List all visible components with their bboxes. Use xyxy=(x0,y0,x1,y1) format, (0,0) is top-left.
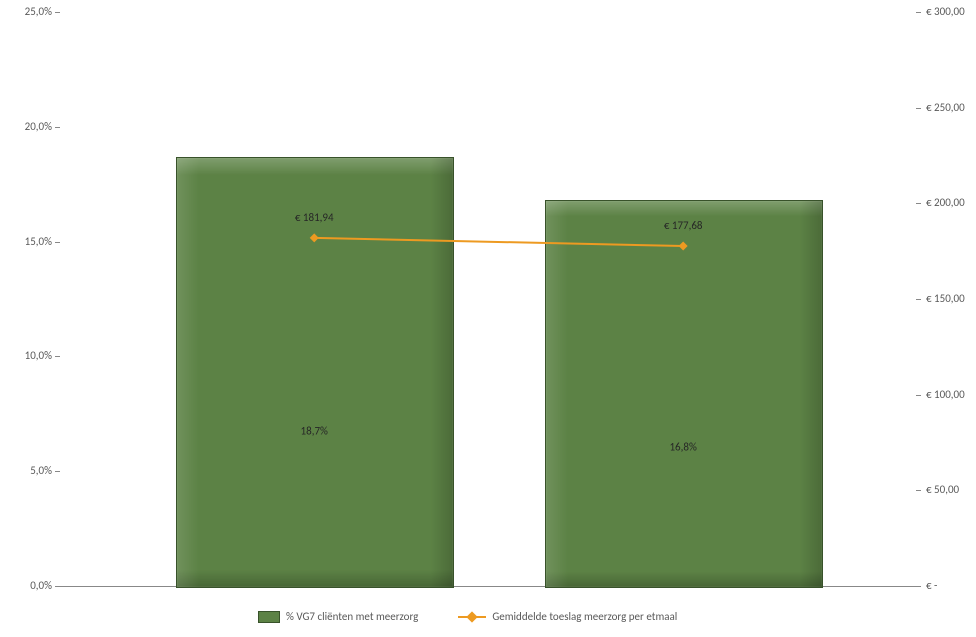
left-axis-tick-label: 10,0% xyxy=(25,349,52,362)
legend: % VG7 cliënten met meerzorg Gemiddelde t… xyxy=(258,610,677,623)
right-axis-tick-label: € 200,00 xyxy=(926,196,965,209)
bar-value-label: 16,8% xyxy=(669,441,696,454)
right-axis-tick-label: € 250,00 xyxy=(926,101,965,114)
bar-swatch-icon xyxy=(258,611,280,623)
combo-chart: 0,0% 5,0% 10,0% 15,0% 20,0% 25,0% € - € 50,00 €… xyxy=(0,0,976,637)
legend-label: Gemiddelde toeslag meerzorg per etmaal xyxy=(492,610,677,623)
line-value-label: € 181,94 xyxy=(295,211,334,224)
bar xyxy=(545,200,823,588)
right-axis-tick-label: € 100,00 xyxy=(926,388,965,401)
left-axis-tick-label: 0,0% xyxy=(30,579,52,592)
left-axis-tick-label: 5,0% xyxy=(30,464,52,477)
line-value-label: € 177,68 xyxy=(664,219,703,232)
left-axis-tick-label: 25,0% xyxy=(25,5,52,18)
right-axis-tick-label: € - xyxy=(926,579,937,592)
bar-value-label: 18,7% xyxy=(301,425,328,438)
line-swatch-icon xyxy=(458,612,486,622)
legend-label: % VG7 cliënten met meerzorg xyxy=(286,610,418,623)
right-axis-tick-label: € 50,00 xyxy=(926,483,959,496)
left-axis-tick-label: 20,0% xyxy=(25,120,52,133)
legend-item-bars: % VG7 cliënten met meerzorg xyxy=(258,610,418,623)
right-axis-tick-label: € 150,00 xyxy=(926,292,965,305)
legend-item-line: Gemiddelde toeslag meerzorg per etmaal xyxy=(458,610,677,623)
left-axis-tick-label: 15,0% xyxy=(25,235,52,248)
right-axis-tick-label: € 300,00 xyxy=(926,5,965,18)
